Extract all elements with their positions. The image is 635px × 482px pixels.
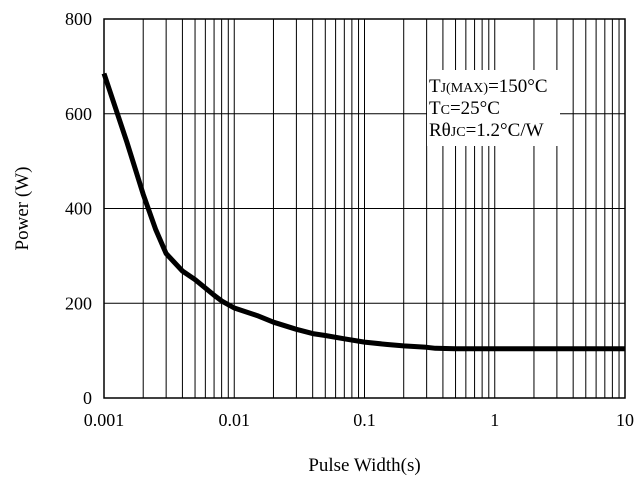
y-tick-label: 400 — [65, 199, 92, 219]
y-axis-title: Power (W) — [12, 167, 33, 251]
power-curve — [101, 72, 625, 352]
x-tick-label: 0.01 — [219, 410, 251, 430]
x-tick-labels: 0.001 0.01 0.1 1 10 — [84, 410, 634, 430]
x-tick-label: 10 — [616, 410, 634, 430]
annotation-line: TJ(MAX)=150°C — [429, 76, 548, 97]
annotation-background — [427, 70, 560, 146]
plot-frame — [103, 18, 626, 399]
x-axis-title: Pulse Width(s) — [308, 455, 420, 476]
x-tick-label: 0.001 — [84, 410, 125, 430]
y-tick-label: 200 — [65, 293, 92, 313]
annotation-line: RθJC=1.2°C/W — [429, 120, 544, 141]
y-tick-labels: 0 200 400 600 800 — [65, 9, 92, 408]
y-tick-label: 800 — [65, 9, 92, 29]
x-tick-label: 0.1 — [353, 410, 376, 430]
y-tick-label: 600 — [65, 104, 92, 124]
data-series — [101, 72, 625, 352]
annotation-line: TC=25°C — [429, 98, 500, 119]
y-tick-label: 0 — [83, 388, 92, 408]
x-tick-label: 1 — [490, 410, 499, 430]
